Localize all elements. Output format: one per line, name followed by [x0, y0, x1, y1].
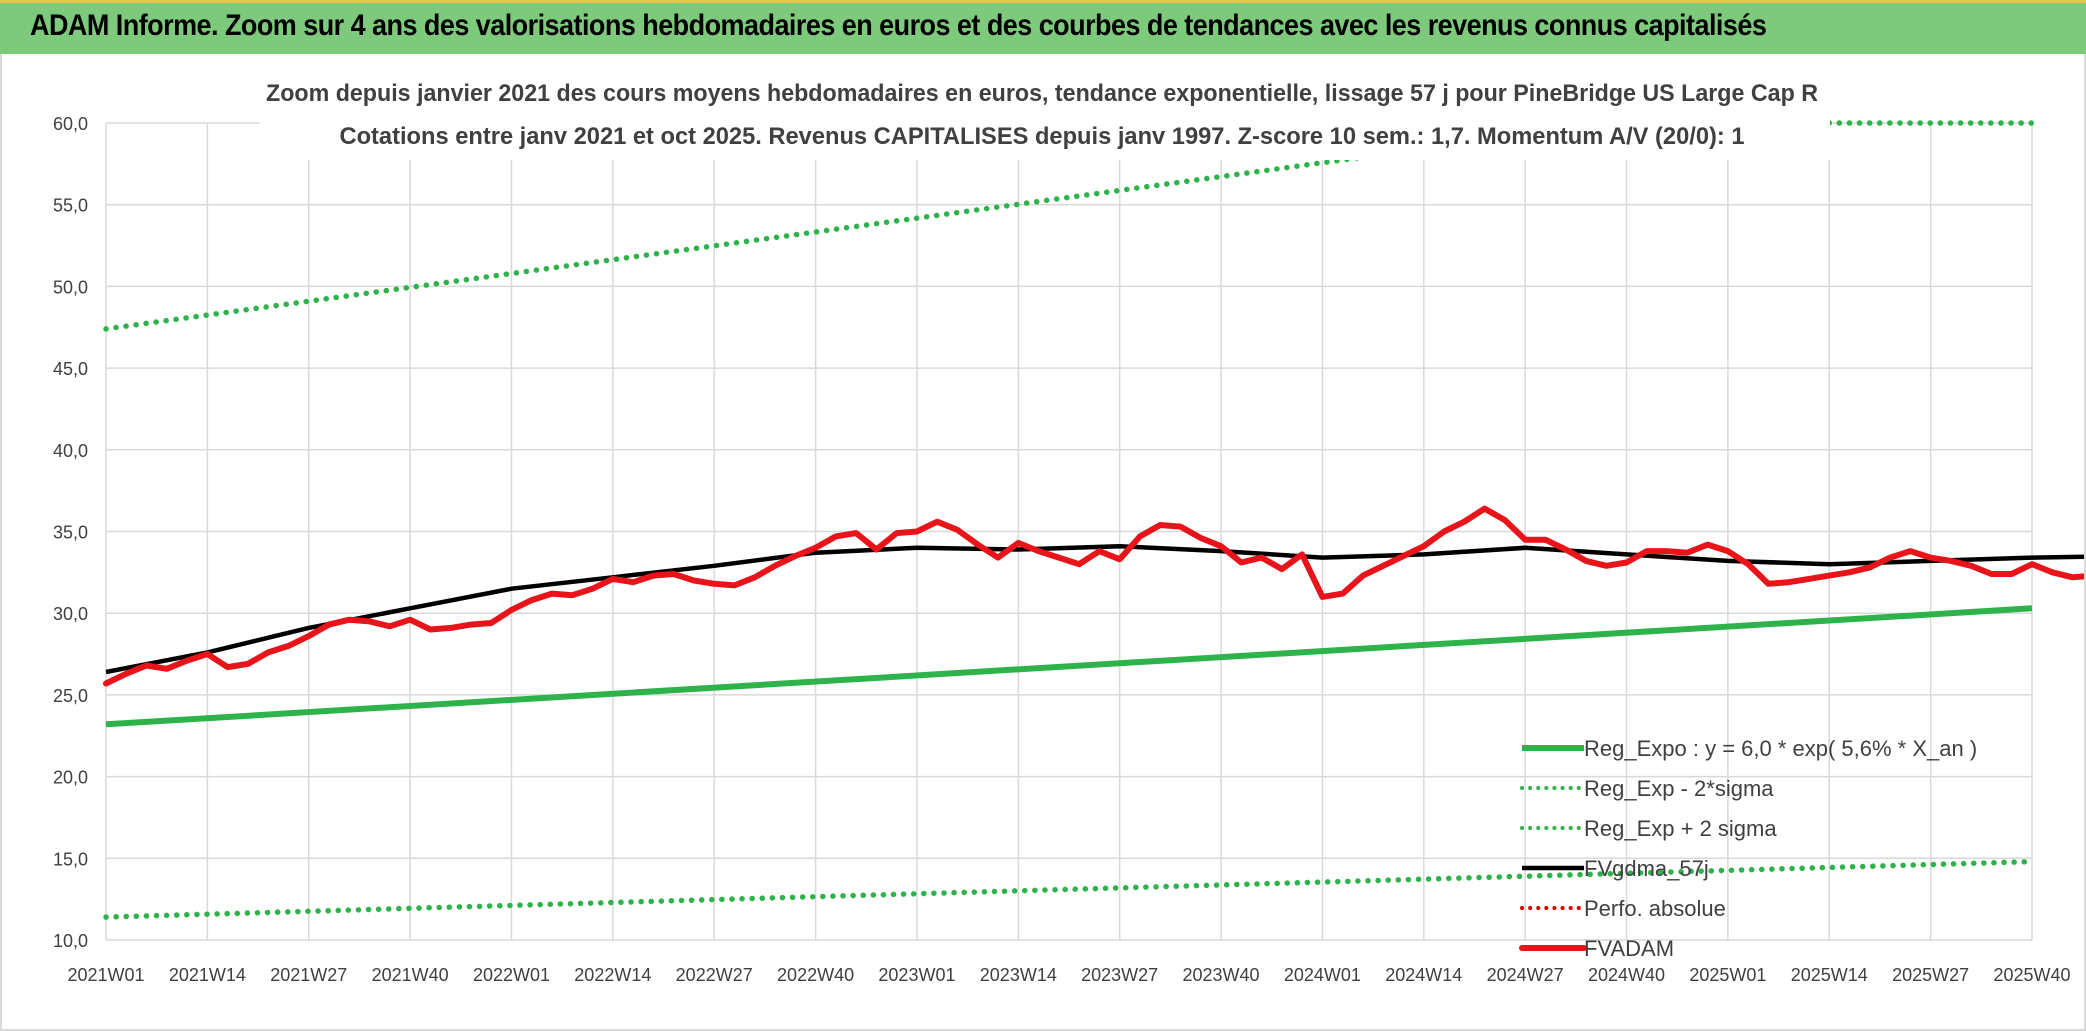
legend-label-1: Reg_Expo : y = 6,0 * exp( 5,6% * X_an ): [1584, 736, 1977, 761]
y-tick-label: 40,0: [53, 441, 88, 461]
x-tick-label: 2024W01: [1284, 965, 1361, 985]
x-tick-label: 2021W27: [270, 965, 347, 985]
y-tick-label: 35,0: [53, 523, 88, 543]
x-tick-label: 2021W01: [67, 965, 144, 985]
legend-label-6: FVADAM: [1584, 936, 1674, 961]
series-line-2: [103, 858, 2035, 920]
chart-frame: 10,0 15,0 20,0 25,0 30,0 35,0 40,0 45,0 50,0 55,0…: [0, 54, 2086, 1031]
x-tick-label: 2023W40: [1183, 965, 1260, 985]
chart-title-line-2: Cotations entre janv 2021 et oct 2025. R…: [340, 123, 1745, 150]
chart-series: [103, 120, 2084, 920]
report-banner-title: ADAM Informe. Zoom sur 4 ans des valoris…: [30, 9, 1767, 42]
y-tick-label: 45,0: [53, 359, 88, 379]
series-line-6: [103, 505, 2084, 687]
series-line-1: [105, 605, 2033, 728]
x-tick-label: 2023W27: [1081, 965, 1158, 985]
x-axis-ticks: 2021W01 2021W14 2021W27 2021W40 2022W01 2022W…: [67, 965, 2070, 985]
y-tick-label: 20,0: [53, 768, 88, 788]
y-tick-label: 25,0: [53, 686, 88, 706]
y-tick-label: 15,0: [53, 849, 88, 869]
x-tick-label: 2024W40: [1588, 965, 1665, 985]
x-tick-label: 2022W40: [777, 965, 854, 985]
legend-label-5: Perfo. absolue: [1584, 896, 1726, 921]
y-tick-label: 60,0: [53, 114, 88, 134]
x-tick-label: 2025W40: [1993, 965, 2070, 985]
report-banner: ADAM Informe. Zoom sur 4 ans des valoris…: [0, 0, 2086, 54]
y-tick-label: 30,0: [53, 604, 88, 624]
y-axis-ticks: 10,0 15,0 20,0 25,0 30,0 35,0 40,0 45,0 50,0 55,0…: [53, 114, 88, 951]
x-tick-label: 2025W14: [1791, 965, 1868, 985]
x-tick-label: 2022W27: [676, 965, 753, 985]
line-chart: 10,0 15,0 20,0 25,0 30,0 35,0 40,0 45,0 50,0 55,0…: [53, 72, 2084, 985]
series-line-4: [105, 543, 2084, 675]
y-tick-label: 10,0: [53, 931, 88, 951]
x-tick-label: 2025W01: [1689, 965, 1766, 985]
x-tick-label: 2023W14: [980, 965, 1057, 985]
x-tick-label: 2024W27: [1487, 965, 1564, 985]
chart-title: Zoom depuis janvier 2021 des cours moyen…: [260, 72, 1830, 160]
x-tick-label: 2025W27: [1892, 965, 1969, 985]
x-tick-label: 2021W14: [169, 965, 246, 985]
chart-legend: Reg_Expo : y = 6,0 * exp( 5,6% * X_an ) R…: [1519, 736, 1977, 961]
chart-title-line-1: Zoom depuis janvier 2021 des cours moyen…: [266, 80, 1818, 107]
legend-label-2: Reg_Exp - 2*sigma: [1584, 776, 1774, 801]
x-tick-label: 2021W40: [372, 965, 449, 985]
legend-label-3: Reg_Exp + 2 sigma: [1584, 816, 1777, 841]
x-tick-label: 2024W14: [1385, 965, 1462, 985]
legend-label-4: FVgdma_57j: [1584, 856, 1709, 881]
series-line-3: [103, 120, 2035, 332]
x-tick-label: 2022W14: [574, 965, 651, 985]
y-tick-label: 55,0: [53, 196, 88, 216]
y-tick-label: 50,0: [53, 277, 88, 297]
x-tick-label: 2022W01: [473, 965, 550, 985]
x-tick-label: 2023W01: [878, 965, 955, 985]
